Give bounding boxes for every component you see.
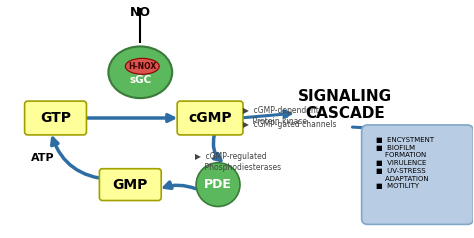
Text: GMP: GMP <box>113 178 148 192</box>
Text: SIGNALING
CASCADE: SIGNALING CASCADE <box>298 89 392 121</box>
Text: PDE: PDE <box>204 178 232 191</box>
Text: ▶  cGMP-gated channels: ▶ cGMP-gated channels <box>243 120 337 129</box>
Circle shape <box>196 163 240 207</box>
Text: NO: NO <box>130 6 151 19</box>
Text: sGC: sGC <box>129 75 151 85</box>
FancyBboxPatch shape <box>100 169 161 201</box>
Text: ATP: ATP <box>31 153 55 163</box>
Ellipse shape <box>109 46 172 98</box>
FancyBboxPatch shape <box>362 125 474 224</box>
Text: ▶  cGMP-dependent
    Protein kinase: ▶ cGMP-dependent Protein kinase <box>243 106 319 126</box>
Text: cGMP: cGMP <box>188 111 232 125</box>
Ellipse shape <box>125 58 159 74</box>
FancyBboxPatch shape <box>177 101 243 135</box>
Text: H-NOX: H-NOX <box>128 62 156 71</box>
Text: ■  ENCYSTMENT
■  BIOFILM
    FORMATION
■  VIRULENCE
■  UV-STRESS
    ADAPTATION
: ■ ENCYSTMENT ■ BIOFILM FORMATION ■ VIRUL… <box>375 137 434 189</box>
FancyBboxPatch shape <box>25 101 86 135</box>
Text: ▶  cGMP-regulated
    Phosphodiesterases: ▶ cGMP-regulated Phosphodiesterases <box>195 152 281 172</box>
Text: GTP: GTP <box>40 111 71 125</box>
